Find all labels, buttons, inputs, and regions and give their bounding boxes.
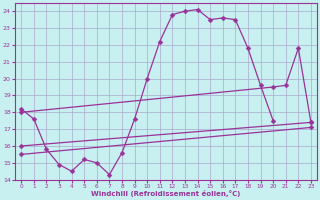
X-axis label: Windchill (Refroidissement éolien,°C): Windchill (Refroidissement éolien,°C)	[92, 190, 241, 197]
